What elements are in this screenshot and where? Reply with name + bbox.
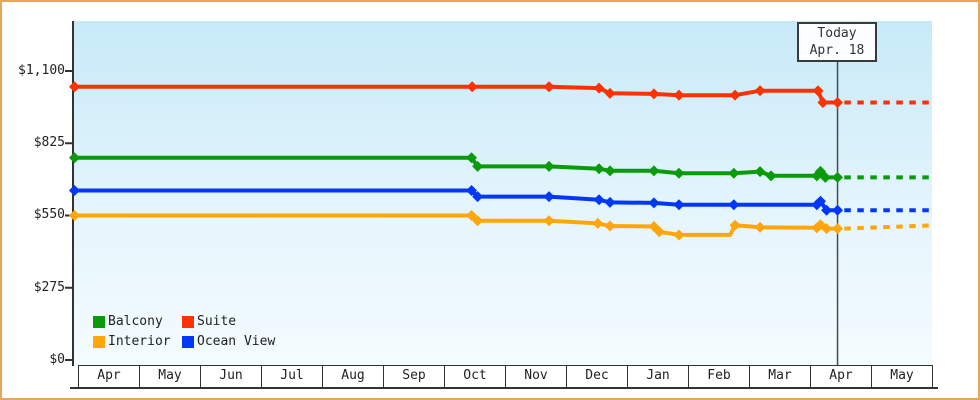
data-point [765,170,777,182]
data-point [593,194,605,206]
data-point [832,171,844,183]
data-point [604,165,616,177]
legend-item-balcony: Balcony [93,312,182,331]
series-line [74,188,838,213]
y-axis-tick-label: $550 [33,207,65,223]
data-point [466,152,478,164]
data-point [673,89,685,101]
data-point [821,223,833,235]
data-point [728,199,740,211]
series-suite [68,81,930,109]
month-cell: Oct [444,365,506,388]
month-cell: Feb [688,365,750,388]
today-box-date: Apr. 18 [809,43,865,58]
series-line [74,84,838,105]
data-point [648,197,660,209]
data-point [821,204,833,216]
series-forecast-line [844,223,930,231]
month-cell: Aug [322,365,384,388]
data-point [472,160,484,172]
series-line [74,155,838,180]
plot-area [74,21,932,366]
data-point [543,191,555,203]
data-point [754,221,766,233]
series-ocean-view [68,185,930,216]
data-point [729,219,741,231]
legend-label: Ocean View [197,334,276,349]
today-box-title: Today [817,26,857,41]
legend-item-ocean-view: Ocean View [182,332,275,351]
data-point [817,97,829,109]
data-point [68,185,80,197]
month-cell: Mar [749,365,811,388]
data-point [466,81,478,93]
data-point [673,167,685,179]
legend-label: Balcony [108,314,163,329]
data-point [604,220,616,232]
series-line [74,213,838,237]
data-point [604,196,616,208]
data-point [472,215,484,227]
data-point [832,97,844,109]
data-point [466,185,478,197]
series-interior [68,209,930,241]
data-point [819,171,831,183]
data-point [728,167,740,179]
month-cell: Jan [627,365,689,388]
data-point [592,217,604,229]
y-axis-tick-label: $275 [33,279,65,295]
data-point [832,223,844,235]
data-point [593,163,605,175]
data-point [604,87,616,99]
month-cell: Jul [261,365,323,388]
data-point [754,166,766,178]
data-point [543,160,555,172]
month-cell: May [139,365,201,388]
legend-swatch-icon [93,315,105,328]
month-cell: Apr [810,365,872,388]
month-cell: Jun [200,365,262,388]
month-cell: Nov [505,365,567,388]
y-axis-tick-label: $825 [33,135,65,151]
month-cell: Sep [383,365,445,388]
month-cell: Apr [78,365,140,388]
data-point [648,165,660,177]
series-balcony [68,152,930,183]
legend-item-interior: Interior [93,332,182,351]
data-point [68,152,80,164]
legend-item-suite: Suite [182,312,275,331]
y-axis-tick-label: $1,100 [18,62,65,78]
data-point [593,82,605,94]
x-axis-bottom-rule [70,387,938,389]
legend-swatch-icon [182,335,194,348]
data-point [814,195,826,207]
legend-swatch-icon [182,315,194,328]
data-point [648,88,660,100]
data-point [543,215,555,227]
today-box: Today Apr. 18 [797,22,877,62]
data-point [472,191,484,203]
y-axis-tick-label: $0 [49,352,65,367]
data-point [466,209,478,221]
data-point [68,81,80,93]
legend-label: Suite [197,314,237,329]
data-point [673,199,685,211]
legend: Balcony Suite Interior Ocean View [93,312,275,351]
month-cell: Dec [566,365,628,388]
legend-label: Interior [108,334,171,349]
data-point [68,209,80,221]
data-point [832,204,844,216]
data-point [729,89,741,101]
data-point [543,81,555,93]
data-point [673,229,685,241]
data-point [653,226,665,238]
data-point [812,85,824,97]
legend-swatch-icon [93,335,105,348]
month-cell: May [871,365,933,388]
data-point [754,85,766,97]
